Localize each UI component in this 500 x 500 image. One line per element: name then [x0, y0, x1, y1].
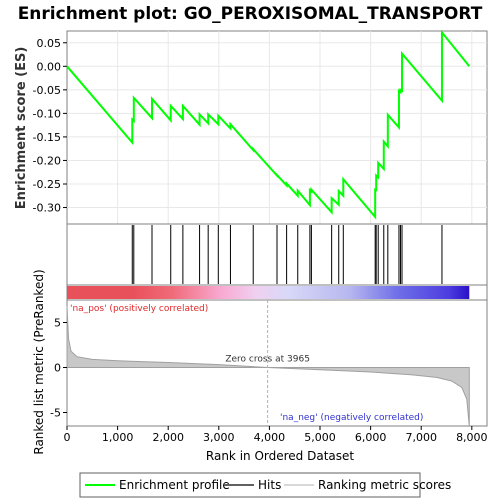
x-tick-label: 0 [64, 431, 71, 444]
metric-y-axis-label: Ranked list metric (PreRanked) [32, 269, 46, 454]
x-tick-label: 1,000 [102, 431, 134, 444]
legend-ranking-metric-scores: Ranking metric scores [318, 478, 451, 492]
es-tick-label: -0.15 [33, 131, 61, 144]
x-axis-label: Rank in Ordered Dataset [206, 449, 354, 463]
es-tick-label: -0.30 [33, 202, 61, 215]
es-tick-label: 0.05 [37, 37, 62, 50]
x-tick-label: 3,000 [203, 431, 235, 444]
enrichment-profile-line [66, 29, 471, 220]
legend-hits: Hits [258, 478, 281, 492]
negative-correlation-label: 'na_neg' (negatively correlated) [280, 413, 423, 423]
metric-tick-label: 5 [54, 317, 61, 330]
ranking-metric-area [66, 306, 470, 427]
es-tick-label: -0.10 [33, 107, 61, 120]
legend-enrichment-profile: Enrichment profile [119, 478, 230, 492]
hits-marks [131, 225, 443, 284]
es-y-axis-label: Enrichment score (ES) [14, 47, 29, 210]
es-gridlines [67, 31, 487, 224]
metric-y-ticks: 5 0 -5 [50, 317, 67, 420]
x-axis-ticks: 0 1,000 2,000 3,000 4,000 5,000 6,000 7,000 8,00… [64, 426, 488, 444]
metric-tick-label: 0 [54, 362, 61, 375]
x-tick-label: 8,000 [456, 431, 488, 444]
es-tick-label: -0.25 [33, 178, 61, 191]
es-panel [66, 30, 488, 225]
ranking-color-bar [67, 286, 470, 299]
x-tick-label: 2,000 [152, 431, 184, 444]
chart-title: Enrichment plot: GO_PEROXISOMAL_TRANSPOR… [18, 4, 483, 24]
zero-cross-label: Zero cross at 3965 [225, 355, 310, 365]
x-tick-label: 4,000 [254, 431, 286, 444]
x-tick-label: 5,000 [304, 431, 336, 444]
es-tick-label: -0.20 [33, 154, 61, 167]
x-tick-label: 6,000 [355, 431, 387, 444]
x-tick-label: 7,000 [405, 431, 437, 444]
es-tick-label: -0.05 [33, 84, 61, 97]
metric-tick-label: -5 [50, 407, 61, 420]
es-y-ticks: 0.05 0.00 -0.05 -0.10 -0.15 -0.20 -0.25 -0.30 [33, 37, 67, 215]
positive-correlation-label: 'na_pos' (positively correlated) [70, 304, 208, 314]
es-tick-label: 0.00 [37, 60, 62, 73]
